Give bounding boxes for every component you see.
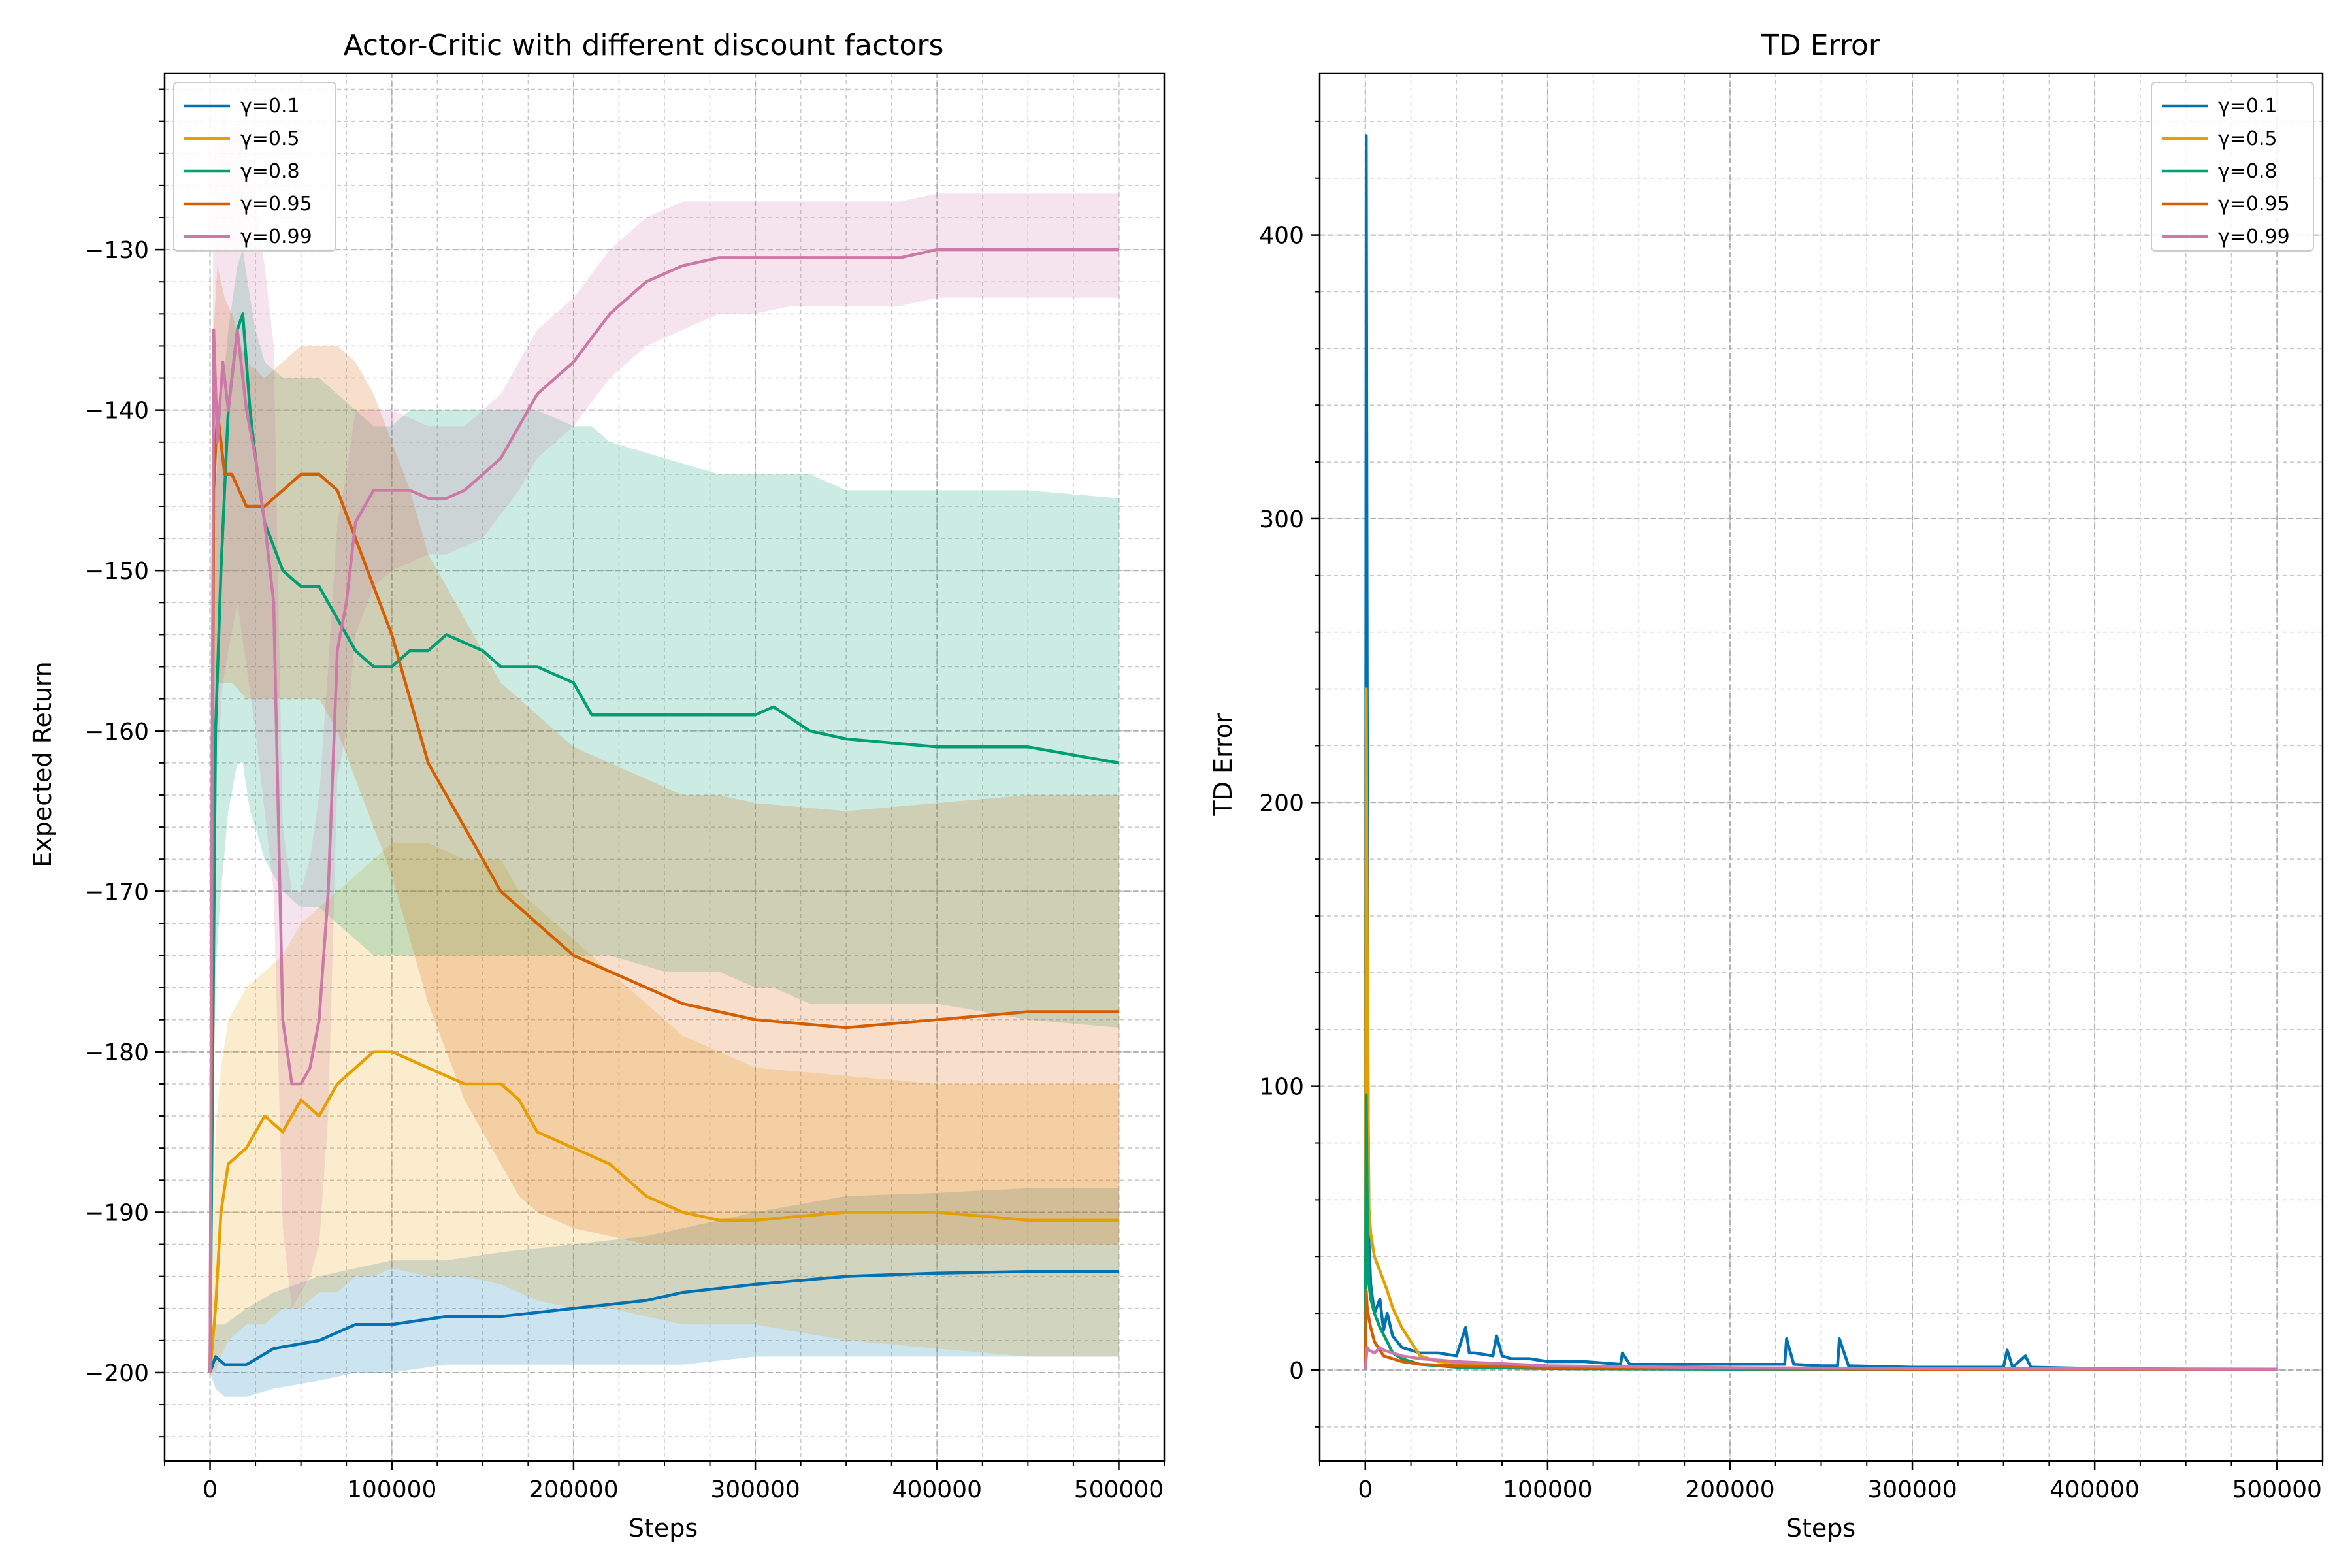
legend-entry: γ=0.99 (240, 225, 312, 248)
series-line-gamma-0.8 (208, 312, 1119, 1373)
x-tick-label: 300000 (710, 1477, 800, 1503)
td-error-grid (1319, 73, 2323, 1461)
x-tick-label: 500000 (2232, 1477, 2322, 1503)
return-ticks: 0 100000 200000 300000 400000 500000 −200 −190 −… (84, 88, 1165, 1503)
series-line-gamma-0.99 (208, 248, 1119, 1373)
y-tick-label: 100 (1259, 1074, 1304, 1101)
legend-box (2151, 82, 2314, 252)
return-chart-xlabel: Steps (629, 1514, 698, 1543)
x-tick-label: 400000 (2050, 1477, 2139, 1503)
y-tick-label: −200 (84, 1360, 149, 1387)
x-tick-label: 100000 (347, 1477, 436, 1503)
legend-entry: γ=0.95 (2218, 193, 2290, 216)
band-gamma-0.5 (210, 843, 1119, 1373)
x-tick-label: 500000 (1074, 1477, 1164, 1503)
y-tick-label: −170 (84, 879, 149, 906)
y-tick-label: −130 (84, 237, 149, 264)
legend-entry: γ=0.8 (2218, 160, 2278, 183)
series-line-gamma-0.1 (208, 1270, 1119, 1373)
td-error-chart: TD Error Steps TD Error 0 100000 200000 300… (1209, 29, 2324, 1543)
legend-entry: γ=0.5 (2218, 127, 2278, 150)
band-gamma-0.95 (210, 265, 1119, 1373)
legend-box (173, 82, 336, 252)
td-error-ticks: 0 100000 200000 300000 400000 500000 0 100 200 30… (1259, 120, 2323, 1503)
x-tick-label: 0 (203, 1477, 218, 1503)
return-chart: Actor-Critic with different discount fac… (28, 29, 1166, 1543)
td-error-chart-ylabel: TD Error (1209, 713, 1237, 817)
td-error-chart-xlabel: Steps (1786, 1514, 1855, 1543)
legend-entry: γ=0.8 (240, 160, 300, 183)
x-tick-label: 200000 (1685, 1477, 1774, 1503)
legend-entry: γ=0.5 (240, 127, 300, 150)
td-error-legend: γ=0.1 γ=0.5 γ=0.8 γ=0.95 γ=0.99 (2151, 82, 2314, 252)
td-error-plot-area (1364, 134, 2278, 1371)
y-tick-label: −190 (84, 1200, 149, 1226)
band-gamma-0.8 (210, 250, 1119, 1373)
y-tick-label: 0 (1289, 1358, 1304, 1384)
y-tick-label: −140 (84, 398, 149, 425)
legend-entry: γ=0.1 (2218, 95, 2278, 118)
return-legend: γ=0.1 γ=0.5 γ=0.8 γ=0.95 γ=0.99 (173, 82, 336, 252)
return-chart-title: Actor-Critic with different discount fac… (344, 29, 944, 62)
legend-entry: γ=0.95 (240, 193, 312, 216)
y-tick-label: 300 (1259, 506, 1304, 533)
band-gamma-0.99 (210, 73, 1119, 1373)
x-tick-label: 300000 (1867, 1477, 1957, 1503)
series-line-gamma-0.5 (208, 1050, 1119, 1373)
x-tick-label: 100000 (1503, 1477, 1592, 1503)
return-chart-ylabel: Expected Return (28, 661, 57, 867)
x-tick-label: 200000 (529, 1477, 618, 1503)
td-error-chart-title: TD Error (1761, 29, 1881, 62)
legend-entry: γ=0.99 (2218, 225, 2290, 248)
return-plot-area (208, 73, 1119, 1397)
y-tick-label: 200 (1259, 790, 1304, 817)
series-line-gamma-0.95 (208, 408, 1119, 1373)
y-tick-label: −150 (84, 558, 149, 585)
x-tick-label: 400000 (892, 1477, 982, 1503)
legend-entry: γ=0.1 (240, 95, 300, 118)
series-line-gamma-0.99 (1364, 1346, 2278, 1371)
x-tick-label: 0 (1358, 1477, 1373, 1503)
y-tick-label: −180 (84, 1039, 149, 1066)
band-gamma-0.1 (210, 1188, 1119, 1397)
y-tick-label: −160 (84, 719, 149, 745)
y-tick-label: 400 (1259, 223, 1304, 250)
